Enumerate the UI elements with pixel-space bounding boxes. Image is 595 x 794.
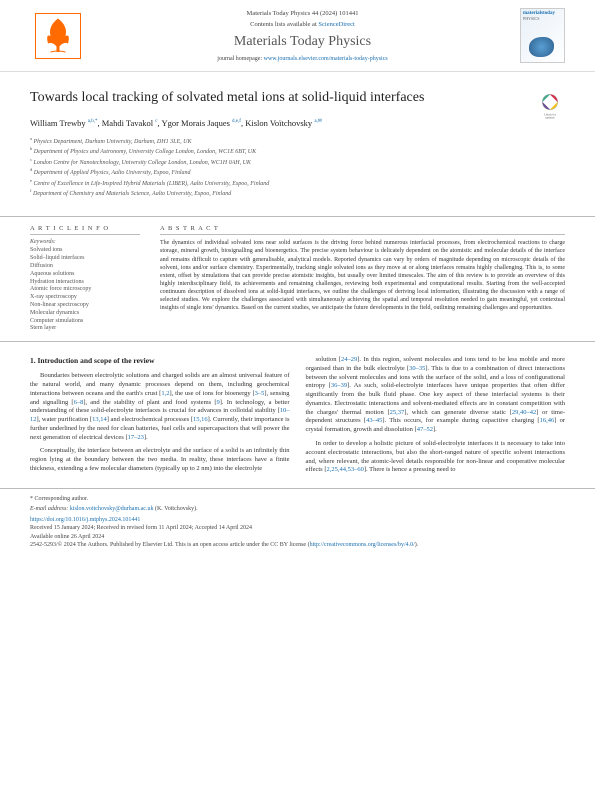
available-line: Available online 26 April 2024 [30,533,565,541]
journal-reference: Materials Today Physics 44 (2024) 101441 [85,10,520,17]
ref-link[interactable]: 3–5 [255,390,265,397]
paper-title: Towards local tracking of solvated metal… [30,90,565,106]
elsevier-logo [30,8,85,63]
col2-p2: In order to develop a holistic picture o… [306,440,566,475]
section-1-head: 1. Introduction and scope of the review [30,356,290,366]
keywords-list: Solvated ionsSolid–liquid interfacesDiff… [30,247,140,333]
authors: William Trewby a,b,*, Mahdi Tavakol c, Y… [30,118,565,128]
contents-line: Contents lists available at ScienceDirec… [85,21,520,28]
ref-link[interactable]: 43–45 [366,417,382,424]
cover-graphic [529,37,554,57]
homepage-line: journal homepage: www.journals.elsevier.… [85,56,520,62]
ref-link[interactable]: 29,40–42 [512,409,536,416]
col2-p1: solution [24–29]. In this region, solven… [306,356,566,435]
article-info-head: A R T I C L E I N F O [30,225,140,235]
ref-link[interactable]: 30–35 [409,365,425,372]
affiliations: a Physics Department, Durham University,… [30,136,565,198]
intro-p1: Boundaries between electrolytic solution… [30,372,290,442]
footer: * Corresponding author. E-mail address: … [0,488,595,555]
check-updates-badge[interactable]: Check for updates [535,90,565,120]
doi-link[interactable]: https://doi.org/10.1016/j.mtphys.2024.10… [30,517,140,523]
journal-cover: materialstoday PHYSICS [520,8,565,63]
column-left: 1. Introduction and scope of the review … [30,356,290,480]
ref-link[interactable]: 15,16 [193,416,208,423]
ref-link[interactable]: 36–39 [331,382,347,389]
abstract-text: The dynamics of individual solvated ions… [160,239,565,312]
ref-link[interactable]: 6–8 [74,399,84,406]
cc-link[interactable]: http://creativecommons.org/licenses/by/4… [310,542,415,548]
ref-link[interactable]: 25,37 [390,409,405,416]
abstract-head: A B S T R A C T [160,225,565,235]
article-info: A R T I C L E I N F O Keywords: Solvated… [30,225,140,333]
check-updates-icon: Check for updates [535,90,565,120]
ref-link[interactable]: 47–52 [417,426,433,433]
elsevier-tree-icon [33,11,83,61]
journal-name: Materials Today Physics [85,34,520,50]
intro-p2: Conceptually, the interface between an e… [30,447,290,473]
email-line: E-mail address: kislon.voitchovsky@durha… [30,505,565,513]
keywords-head: Keywords: [30,239,140,245]
ref-link[interactable]: 2,25,44,53–60 [327,466,364,473]
homepage-link[interactable]: www.journals.elsevier.com/materials-toda… [264,56,388,62]
header-center: Materials Today Physics 44 (2024) 101441… [85,10,520,62]
page-header: Materials Today Physics 44 (2024) 101441… [0,0,595,72]
abstract: A B S T R A C T The dynamics of individu… [160,225,565,333]
email-link[interactable]: kislon.voitchovsky@durham.ac.uk [70,506,154,512]
copyright-line: 2542-5293/© 2024 The Authors. Published … [30,541,565,549]
title-section: Check for updates Towards local tracking… [0,72,595,206]
svg-text:updates: updates [545,116,555,120]
ref-link[interactable]: 24–29 [341,356,357,363]
sciencedirect-link[interactable]: ScienceDirect [318,21,354,28]
corresponding-author: * Corresponding author. [30,495,565,503]
ref-link[interactable]: 13,14 [92,416,107,423]
doi-line: https://doi.org/10.1016/j.mtphys.2024.10… [30,516,565,524]
column-right: solution [24–29]. In this region, solven… [306,356,566,480]
info-abstract-row: A R T I C L E I N F O Keywords: Solvated… [0,216,595,342]
ref-link[interactable]: 17–23 [128,434,144,441]
received-line: Received 15 January 2024; Received in re… [30,524,565,532]
ref-link[interactable]: 16,46 [540,417,555,424]
body-section: 1. Introduction and scope of the review … [0,342,595,488]
